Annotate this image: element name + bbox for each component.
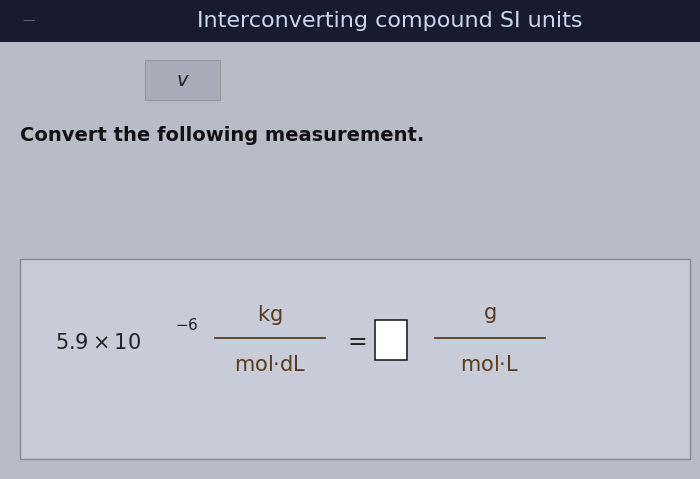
Text: $\mathrm{mol{\cdot}L}$: $\mathrm{mol{\cdot}L}$	[461, 355, 519, 375]
Text: Interconverting compound SI units: Interconverting compound SI units	[197, 11, 582, 31]
Text: $\mathrm{mol{\cdot}dL}$: $\mathrm{mol{\cdot}dL}$	[234, 355, 306, 375]
FancyBboxPatch shape	[20, 259, 690, 459]
Text: $\mathrm{kg}$: $\mathrm{kg}$	[258, 303, 283, 327]
Text: $5.9 \times 10$: $5.9 \times 10$	[55, 333, 141, 353]
Text: $=$: $=$	[343, 328, 367, 352]
FancyBboxPatch shape	[0, 0, 700, 42]
FancyBboxPatch shape	[145, 60, 220, 100]
Text: v: v	[176, 70, 188, 90]
Text: $-6$: $-6$	[175, 317, 199, 333]
Text: $\mathrm{g}$: $\mathrm{g}$	[483, 305, 497, 325]
Text: Convert the following measurement.: Convert the following measurement.	[20, 125, 424, 145]
Text: —: —	[22, 14, 34, 27]
FancyBboxPatch shape	[375, 320, 407, 360]
